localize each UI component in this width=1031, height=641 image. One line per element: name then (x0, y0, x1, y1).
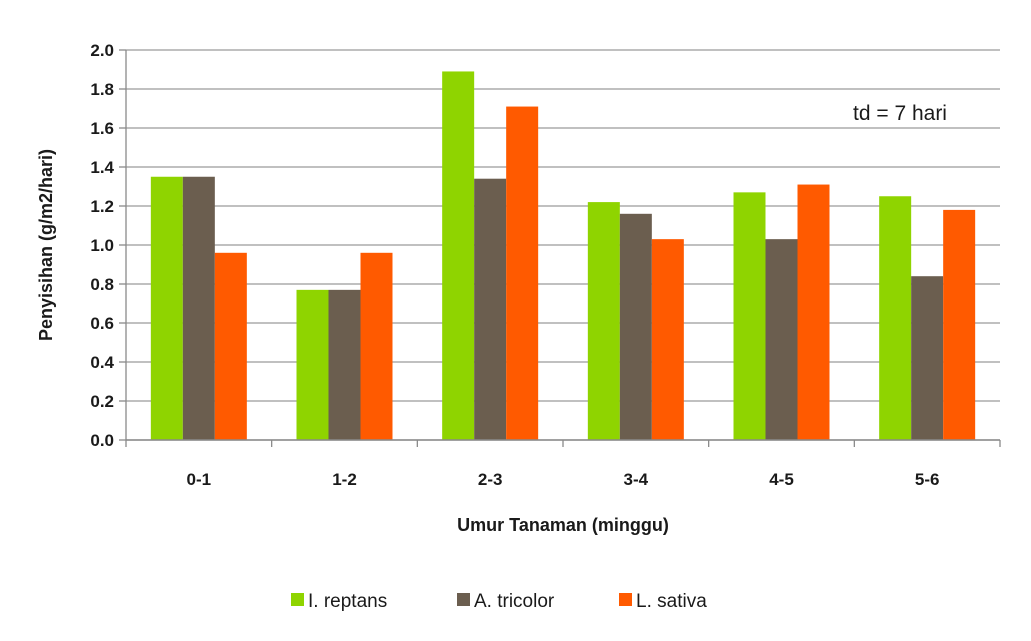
bar (506, 106, 539, 441)
bar (619, 213, 652, 440)
annotation-td: td = 7 hari (853, 102, 947, 125)
bar (651, 239, 684, 440)
axes (125, 50, 1001, 447)
x-tick-label: 0-1 (187, 470, 212, 489)
bar (733, 192, 766, 440)
y-axis-title: Penyisihan (g/m2/hari) (36, 149, 56, 341)
bar (150, 176, 183, 440)
bar (360, 252, 393, 440)
x-tick-label: 1-2 (332, 470, 357, 489)
bar (214, 252, 247, 440)
x-tick-labels: 0-1 1-2 2-3 3-4 4-5 5-6 (187, 470, 940, 489)
bar (879, 196, 912, 440)
y-tick-label: 0.0 (90, 431, 114, 450)
x-tick-label: 4-5 (769, 470, 794, 489)
bar (182, 176, 215, 440)
bar (797, 184, 830, 440)
legend-label: L. sativa (636, 591, 707, 612)
y-tick-label: 1.8 (90, 80, 114, 99)
bar (328, 289, 361, 440)
legend-label: I. reptans (308, 591, 387, 612)
legend: I. reptans A. tricolor L. sativa (291, 591, 707, 612)
legend-swatch (619, 593, 632, 606)
bar (587, 202, 620, 440)
y-tick-label: 1.4 (90, 158, 114, 177)
bar (474, 178, 507, 440)
y-tick-label: 1.2 (90, 197, 114, 216)
bar (442, 71, 475, 440)
y-tick-labels: 0.0 0.2 0.4 0.6 0.8 1.0 1.2 1.4 1.6 1.8 2.0 (90, 41, 114, 450)
y-tick-label: 1.0 (90, 236, 114, 255)
x-axis-title: Umur Tanaman (minggu) (457, 515, 669, 535)
x-tick-label: 3-4 (624, 470, 649, 489)
legend-swatch (291, 593, 304, 606)
legend-label: A. tricolor (474, 591, 555, 612)
bar (911, 276, 944, 440)
x-tick-label: 5-6 (915, 470, 940, 489)
y-tick-label: 0.4 (90, 353, 114, 372)
y-tick-label: 0.6 (90, 314, 114, 333)
bar (765, 239, 798, 440)
bar (296, 289, 329, 440)
gridlines (119, 49, 1000, 441)
bar (943, 209, 976, 440)
y-tick-label: 0.2 (90, 392, 114, 411)
legend-swatch (457, 593, 470, 606)
y-tick-label: 2.0 (90, 41, 114, 60)
y-tick-label: 0.8 (90, 275, 114, 294)
y-tick-label: 1.6 (90, 119, 114, 138)
x-tick-label: 2-3 (478, 470, 503, 489)
bars (150, 71, 976, 441)
